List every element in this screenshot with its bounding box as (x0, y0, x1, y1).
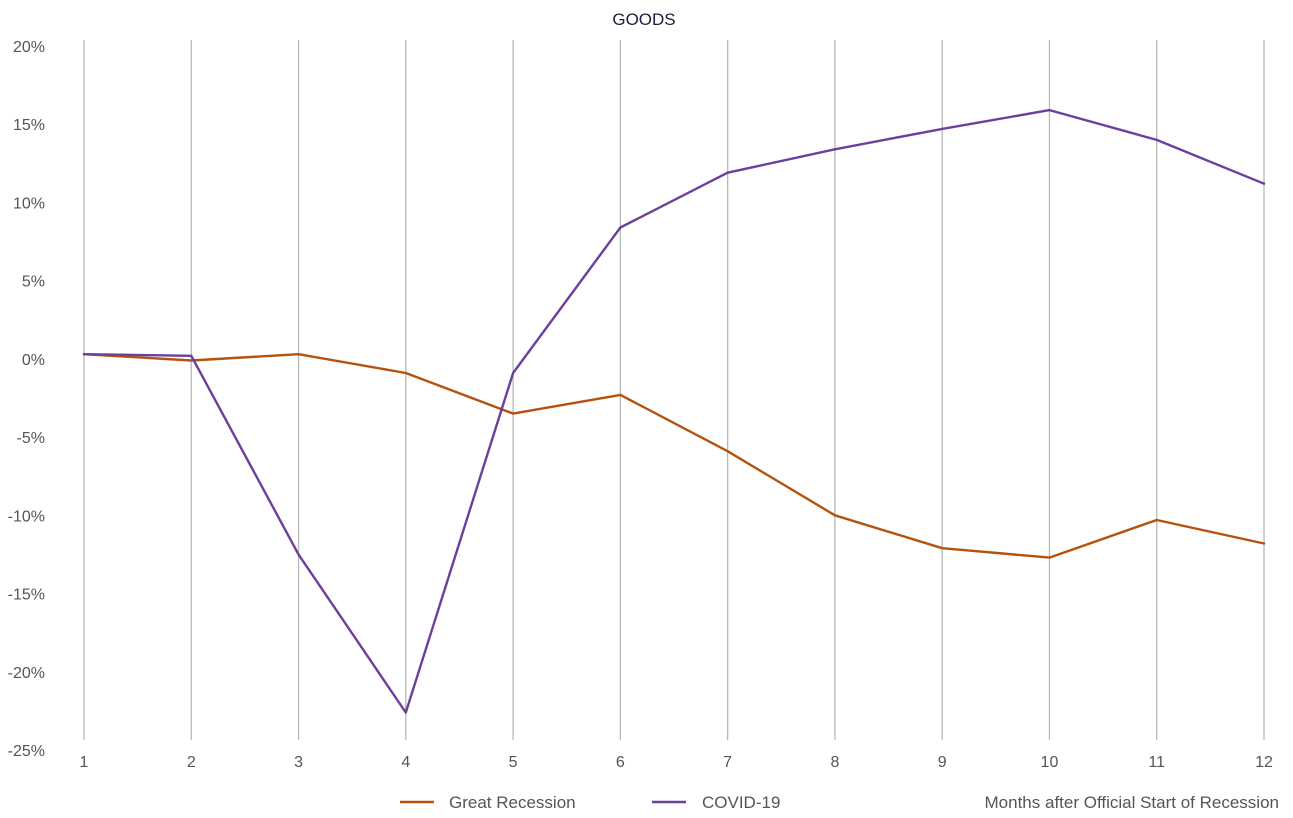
y-tick-label: -20% (8, 665, 45, 682)
y-tick-label: 10% (13, 195, 45, 212)
gridlines (83, 40, 1265, 740)
series-line-great-recession (82, 353, 1266, 559)
x-axis-label: Months after Official Start of Recession (985, 793, 1279, 812)
legend-label-covid-19: COVID-19 (702, 793, 780, 812)
chart-title: GOODS (612, 10, 675, 29)
legend: Great Recession COVID-19 Months after Of… (400, 793, 1279, 812)
y-tick-label: -10% (8, 508, 45, 525)
y-axis-ticks: 20% 15% 10% 5% 0% -5% -10% -15% -20% -25% (8, 39, 45, 760)
y-tick-label: 5% (22, 274, 45, 291)
x-tick-label: 1 (80, 754, 89, 771)
x-tick-label: 2 (187, 754, 196, 771)
y-tick-label: 20% (13, 39, 45, 56)
x-tick-label: 4 (401, 754, 410, 771)
y-tick-label: 0% (22, 352, 45, 369)
y-tick-label: -15% (8, 587, 45, 604)
series-lines (82, 108, 1266, 714)
legend-label-great-recession: Great Recession (449, 793, 576, 812)
x-tick-label: 7 (723, 754, 732, 771)
x-tick-label: 10 (1041, 754, 1059, 771)
y-tick-label: 15% (13, 117, 45, 134)
x-tick-label: 12 (1255, 754, 1273, 771)
y-tick-label: -5% (17, 430, 45, 447)
x-axis-ticks: 1 2 3 4 5 6 7 8 9 10 11 12 (80, 754, 1273, 771)
x-tick-label: 8 (830, 754, 839, 771)
x-tick-label: 9 (938, 754, 947, 771)
y-tick-label: -25% (8, 743, 45, 760)
series-line-covid-19 (82, 108, 1266, 714)
x-tick-label: 3 (294, 754, 303, 771)
x-tick-label: 6 (616, 754, 625, 771)
x-tick-label: 11 (1148, 754, 1165, 771)
x-tick-label: 5 (509, 754, 518, 771)
